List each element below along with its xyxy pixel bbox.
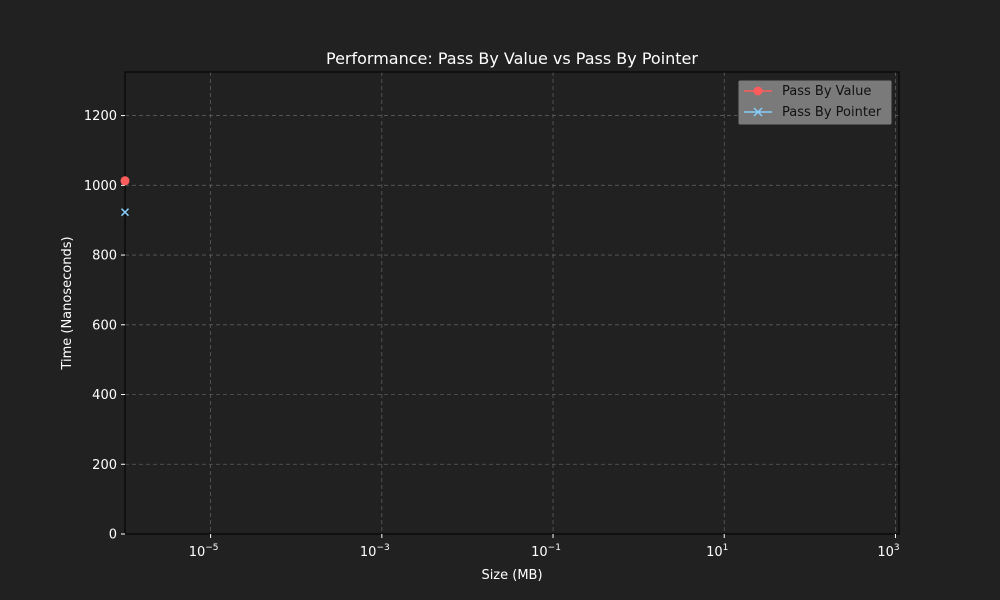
tick-layer: 0 200 400 600 800 1000 1200 10−5 10−3 10−1 101 103 (84, 109, 900, 560)
x-axis-label: Size (MB) (481, 568, 542, 583)
grid-layer (125, 72, 899, 535)
x-tick-label: 103 (877, 543, 899, 560)
legend-box (737, 79, 893, 126)
data-point (120, 176, 130, 186)
x-tick-label: 10−3 (360, 543, 390, 560)
y-tick-label: 600 (92, 318, 117, 333)
legend: Pass By Value Pass By Pointer (737, 79, 893, 126)
y-tick-label: 1200 (84, 109, 117, 124)
x-tick-label: 10−1 (531, 543, 561, 560)
series-layer (120, 176, 130, 217)
y-tick-label: 0 (109, 528, 117, 543)
chart-title: Performance: Pass By Value vs Pass By Po… (326, 49, 698, 68)
y-tick-label: 800 (92, 249, 117, 264)
y-axis-label: Time (Nanoseconds) (60, 236, 75, 370)
legend-value-marker (753, 86, 763, 96)
legend-pointer-marker (753, 107, 763, 117)
legend-item-pass-by-pointer: Pass By Pointer (782, 105, 882, 120)
legend-item-pass-by-value: Pass By Value (782, 84, 871, 99)
y-tick-label: 400 (92, 388, 117, 403)
data-point (120, 208, 130, 217)
y-tick-label: 200 (92, 458, 117, 473)
x-tick-label: 101 (706, 543, 728, 560)
plot-frame (124, 71, 900, 535)
y-tick-label: 1000 (84, 179, 117, 194)
x-tick-label: 10−5 (189, 543, 219, 560)
